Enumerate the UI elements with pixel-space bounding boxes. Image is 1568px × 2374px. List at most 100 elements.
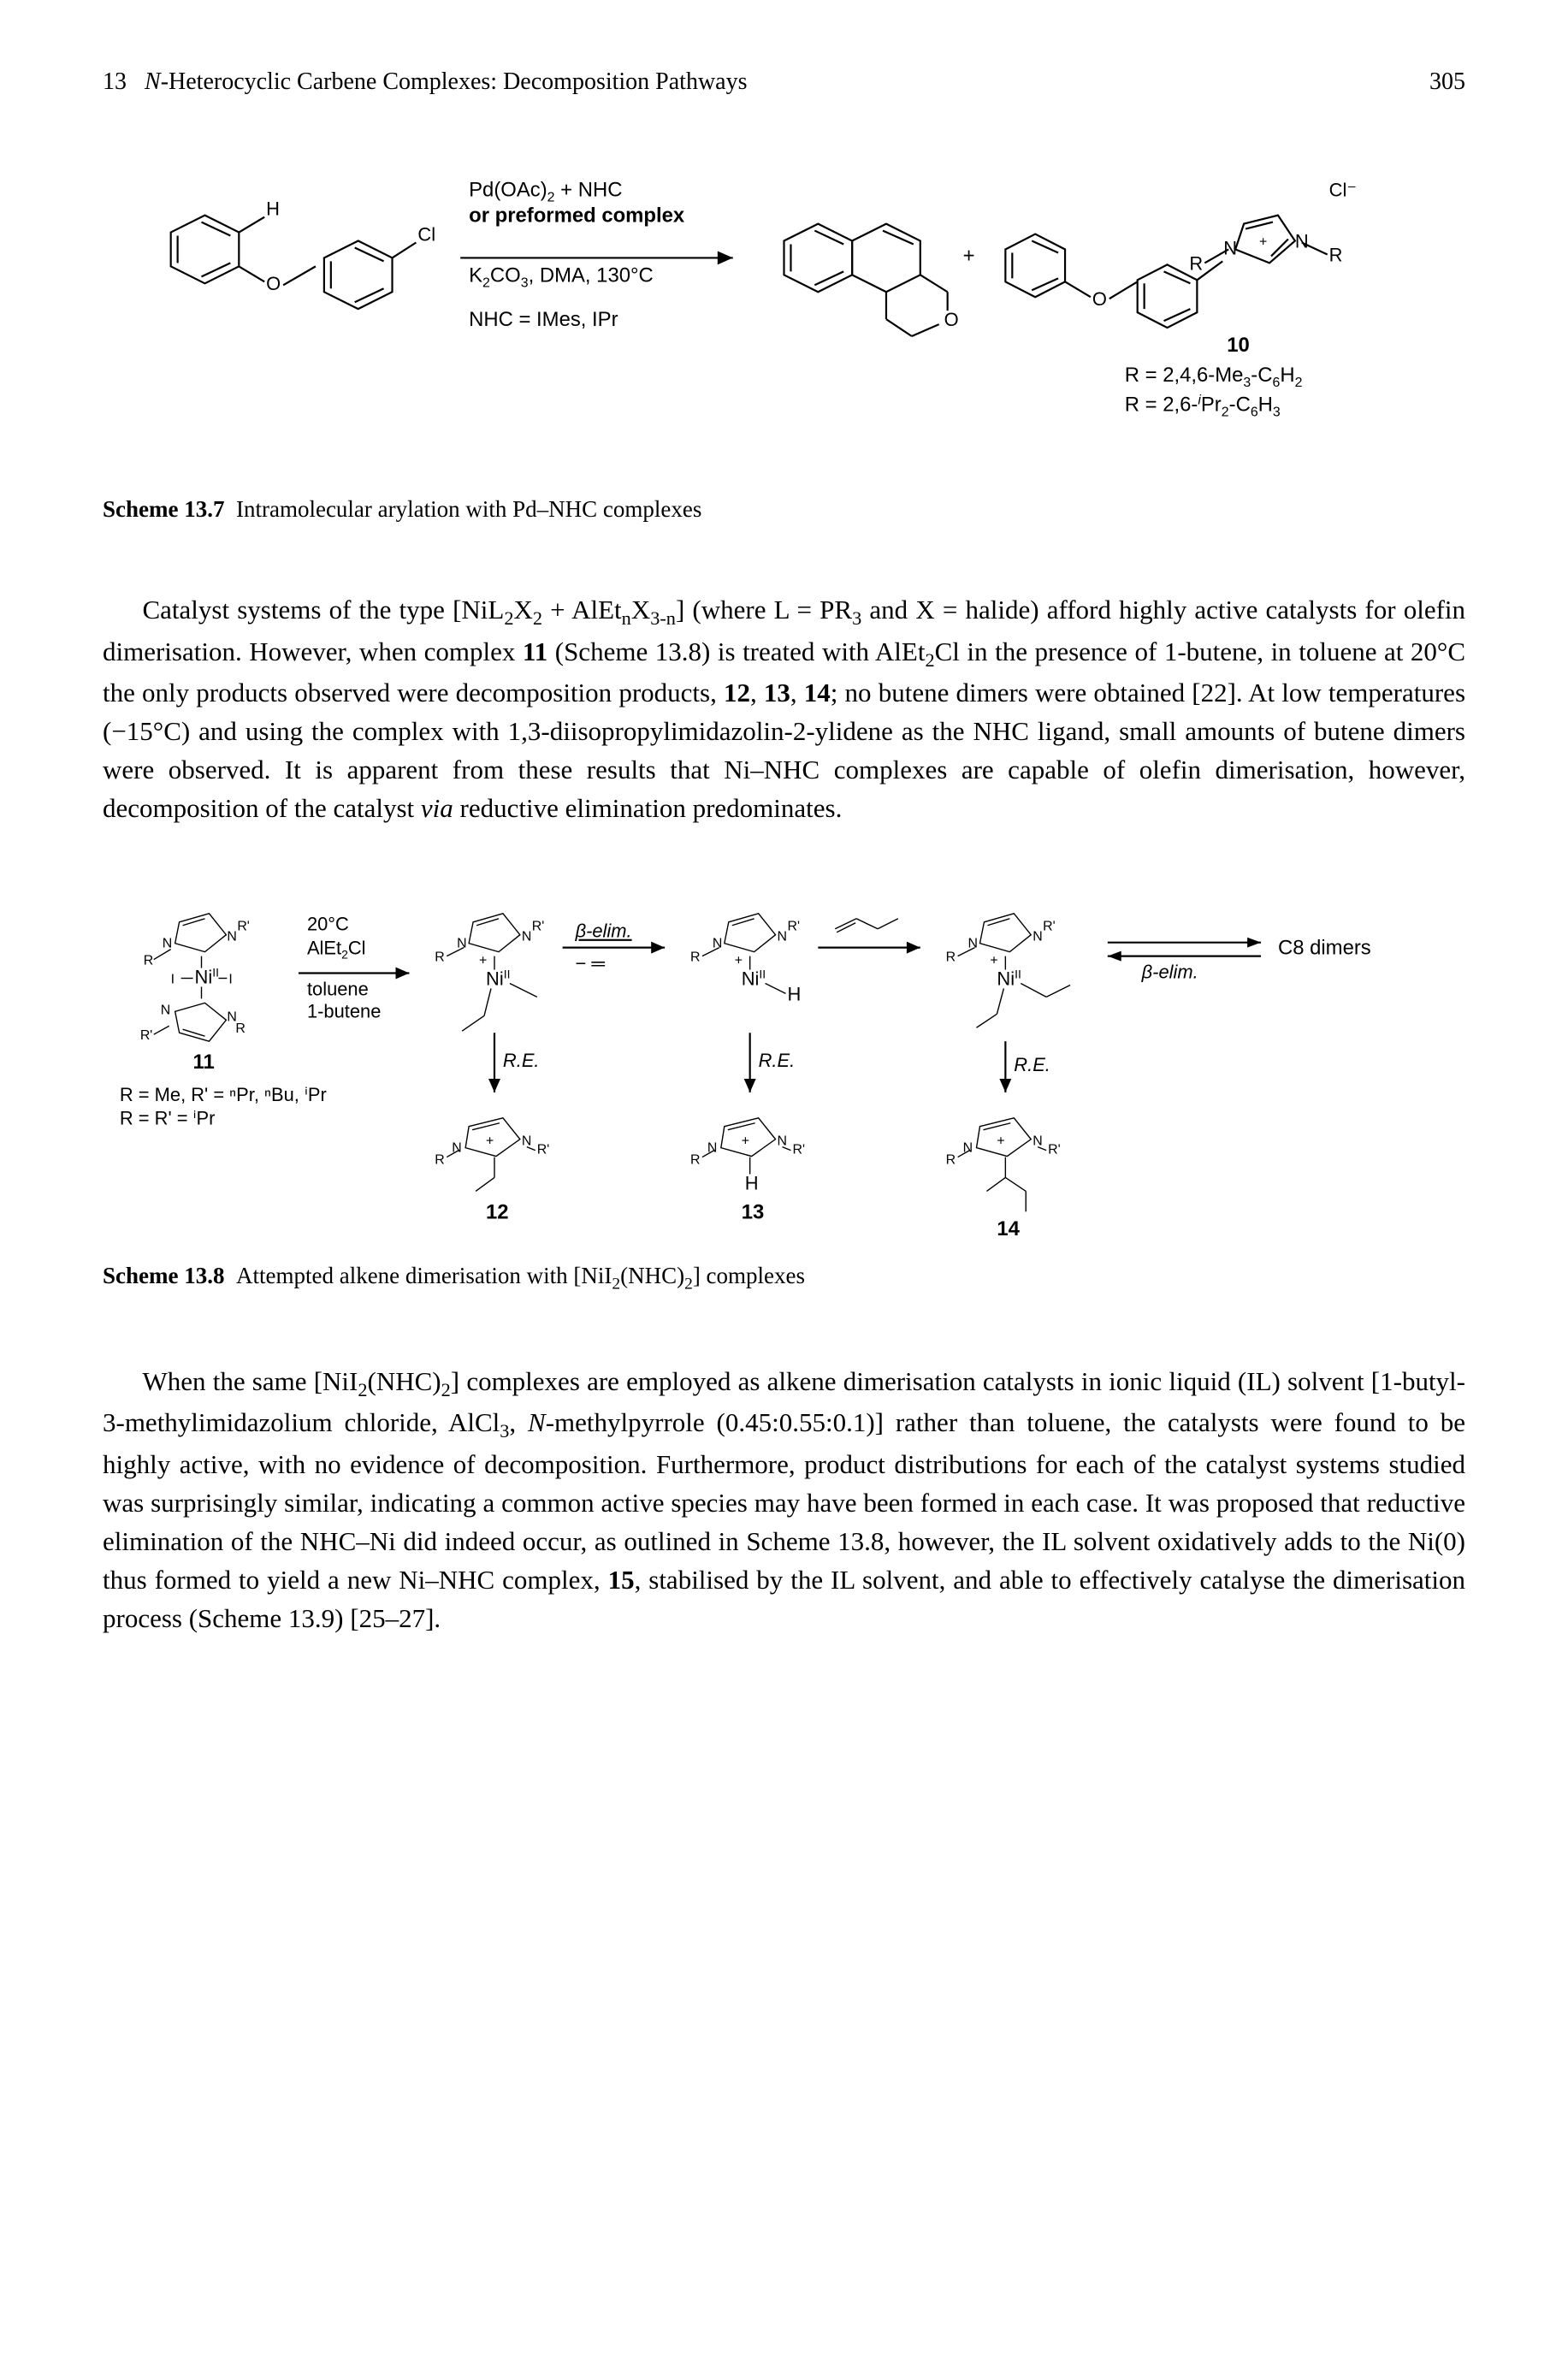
atom-N: N (163, 937, 173, 951)
p1-seg: reductive elimination predominates. (453, 793, 843, 823)
atom-N: N (161, 1003, 171, 1017)
c8-dimers: C8 dimers (1278, 937, 1371, 960)
caption-text: Intramolecular arylation with Pd–NHC com… (236, 496, 701, 522)
atom-O2: O (944, 309, 959, 330)
compound-ref: 11 (523, 636, 547, 666)
svg-text:+: + (990, 954, 997, 968)
compound-ref: 14 (804, 678, 831, 707)
atom-O: O (266, 273, 281, 294)
scheme-13-8-caption: Scheme 13.8 Attempted alkene dimerisatio… (103, 1263, 1465, 1294)
reagent-line2: or preformed complex (469, 204, 685, 228)
svg-text:NiII: NiII (742, 968, 766, 990)
atom-Cl: Cl (417, 224, 435, 246)
solvent-label: toluene (307, 979, 369, 1000)
re-label: R.E. (759, 1050, 796, 1071)
atom-Rp: R' (237, 920, 250, 934)
compound-10: 10 (1227, 334, 1250, 357)
caption-label: Scheme 13.7 (103, 496, 224, 522)
p1-seg: + AlEt (542, 595, 622, 625)
paragraph-2: When the same [NiI2(NHC)2] complexes are… (103, 1363, 1465, 1638)
atom-R: R (946, 950, 956, 965)
header-title: -Heterocyclic Carbene Complexes: Decompo… (161, 68, 748, 95)
reagent-line1: Pd(OAc)2 + NHC (469, 179, 622, 205)
svg-text:+: + (742, 1134, 749, 1149)
atom-Rp: R' (532, 920, 545, 934)
p1-seg: , (750, 678, 764, 707)
compound-ref: 15 (608, 1565, 635, 1595)
temp-label: 20°C (307, 914, 349, 935)
p1-seg: ] (where L = PR (676, 595, 852, 625)
atom-R: R (435, 950, 445, 965)
svg-text:+: + (1259, 234, 1267, 249)
beta-elim-label: β-elim. (575, 921, 632, 942)
atom-Rp: R' (140, 1028, 153, 1043)
p1-seg: Catalyst systems of the type [NiL (143, 595, 505, 625)
plus-sign: + (963, 244, 975, 267)
svg-text:+: + (486, 1134, 494, 1149)
atom-R: R (690, 1153, 701, 1168)
caption-text: (NHC) (620, 1263, 684, 1288)
p2-seg: When the same [NiI (143, 1366, 358, 1396)
header-left: 13 N-Heterocyclic Carbene Complexes: Dec… (103, 68, 748, 96)
atom-H: H (266, 198, 280, 220)
svg-text:− ═: − ═ (576, 953, 606, 974)
beta-elim-label: β-elim. (1141, 962, 1198, 983)
atom-R: R (235, 1021, 246, 1036)
atom-Rp: R' (1043, 920, 1056, 934)
svg-text:NiII: NiII (997, 968, 1021, 990)
scheme-13-8-figure: N N R' NiII I I R N N R R' 11 R = Me, R'… (103, 879, 1465, 1237)
caption-label: Scheme 13.8 (103, 1263, 224, 1288)
svg-text:NiII: NiII (486, 968, 510, 990)
p2-seg: (NHC) (368, 1366, 441, 1396)
atom-N2: N (1295, 230, 1309, 252)
atom-N: N (522, 930, 532, 944)
atom-R2: R (1329, 244, 1343, 265)
atom-Rp: R' (1048, 1143, 1061, 1157)
atom-R: R (144, 954, 154, 968)
atom-R1: R (1189, 252, 1203, 274)
svg-text:+: + (997, 1134, 1004, 1149)
scheme-13-7-figure: H O Cl Pd(OAc)2 + NHC or preformed compl… (103, 147, 1465, 471)
via-italic: via (421, 793, 453, 823)
svg-text:+: + (479, 954, 487, 968)
compound-14: 14 (997, 1217, 1020, 1237)
compound-ref: 12 (724, 678, 750, 707)
svg-text:NiII: NiII (195, 966, 219, 988)
running-header: 13 N-Heterocyclic Carbene Complexes: Dec… (103, 68, 1465, 96)
atom-N: N (778, 930, 788, 944)
atom-H: H (745, 1173, 759, 1194)
atom-N: N (227, 930, 237, 944)
reagent-line4: NHC = IMes, IPr (469, 308, 618, 331)
header-title-italic: N (145, 68, 161, 95)
atom-Rp: R' (787, 920, 800, 934)
r-def-1: R = 2,4,6-Me3-C6H2 (1125, 364, 1303, 390)
re-label: R.E. (1014, 1054, 1050, 1075)
italic-N: N (528, 1407, 546, 1437)
atom-O3: O (1092, 288, 1107, 310)
p1-seg: X (631, 595, 650, 625)
activator-label: AlEt2Cl (307, 938, 366, 962)
cl-anion: Cl⁻ (1329, 180, 1357, 201)
p2-seg: , (509, 1407, 528, 1437)
caption-text: Attempted alkene dimerisation with [NiI (236, 1263, 612, 1288)
atom-I: I (171, 973, 175, 987)
reagent-line3: K2CO3, DMA, 130°C (469, 263, 654, 290)
atom-N: N (1033, 1134, 1043, 1149)
page-number: 305 (1429, 68, 1465, 96)
r-defs-1: R = Me, R' = ⁿPr, ⁿBu, ⁱPr (120, 1084, 327, 1105)
re-label: R.E. (503, 1050, 540, 1071)
atom-N1: N (1223, 237, 1237, 258)
atom-Rp: R' (537, 1143, 550, 1157)
atom-N: N (1033, 930, 1043, 944)
atom-N: N (778, 1134, 788, 1149)
atom-H: H (787, 984, 801, 1005)
p1-seg: X (513, 595, 532, 625)
compound-13: 13 (742, 1200, 765, 1223)
atom-Rp: R' (792, 1143, 805, 1157)
p1-seg: , (790, 678, 804, 707)
r-def-2: R = 2,6-iPr2-C6H3 (1125, 394, 1281, 420)
atom-R: R (946, 1153, 956, 1168)
atom-R: R (435, 1153, 445, 1168)
compound-11: 11 (193, 1051, 215, 1074)
r-defs-2: R = R' = ⁱPr (120, 1108, 216, 1129)
